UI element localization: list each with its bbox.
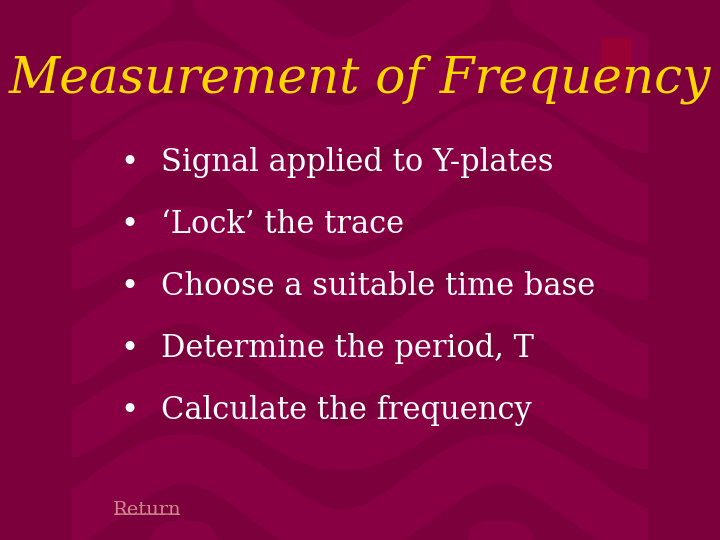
- Text: Return: Return: [113, 501, 181, 519]
- Text: Measurement of Frequency: Measurement of Frequency: [9, 54, 711, 104]
- Text: •: •: [121, 396, 139, 425]
- Text: Signal applied to Y-plates: Signal applied to Y-plates: [161, 146, 554, 178]
- Text: Choose a suitable time base: Choose a suitable time base: [161, 271, 595, 302]
- Text: ‘Lock’ the trace: ‘Lock’ the trace: [161, 208, 405, 240]
- Text: Determine the period, T: Determine the period, T: [161, 333, 534, 364]
- Text: •: •: [121, 334, 139, 363]
- Text: •: •: [121, 272, 139, 301]
- Text: Calculate the frequency: Calculate the frequency: [161, 395, 532, 426]
- FancyBboxPatch shape: [602, 38, 631, 92]
- Text: •: •: [121, 147, 139, 177]
- Text: •: •: [121, 210, 139, 239]
